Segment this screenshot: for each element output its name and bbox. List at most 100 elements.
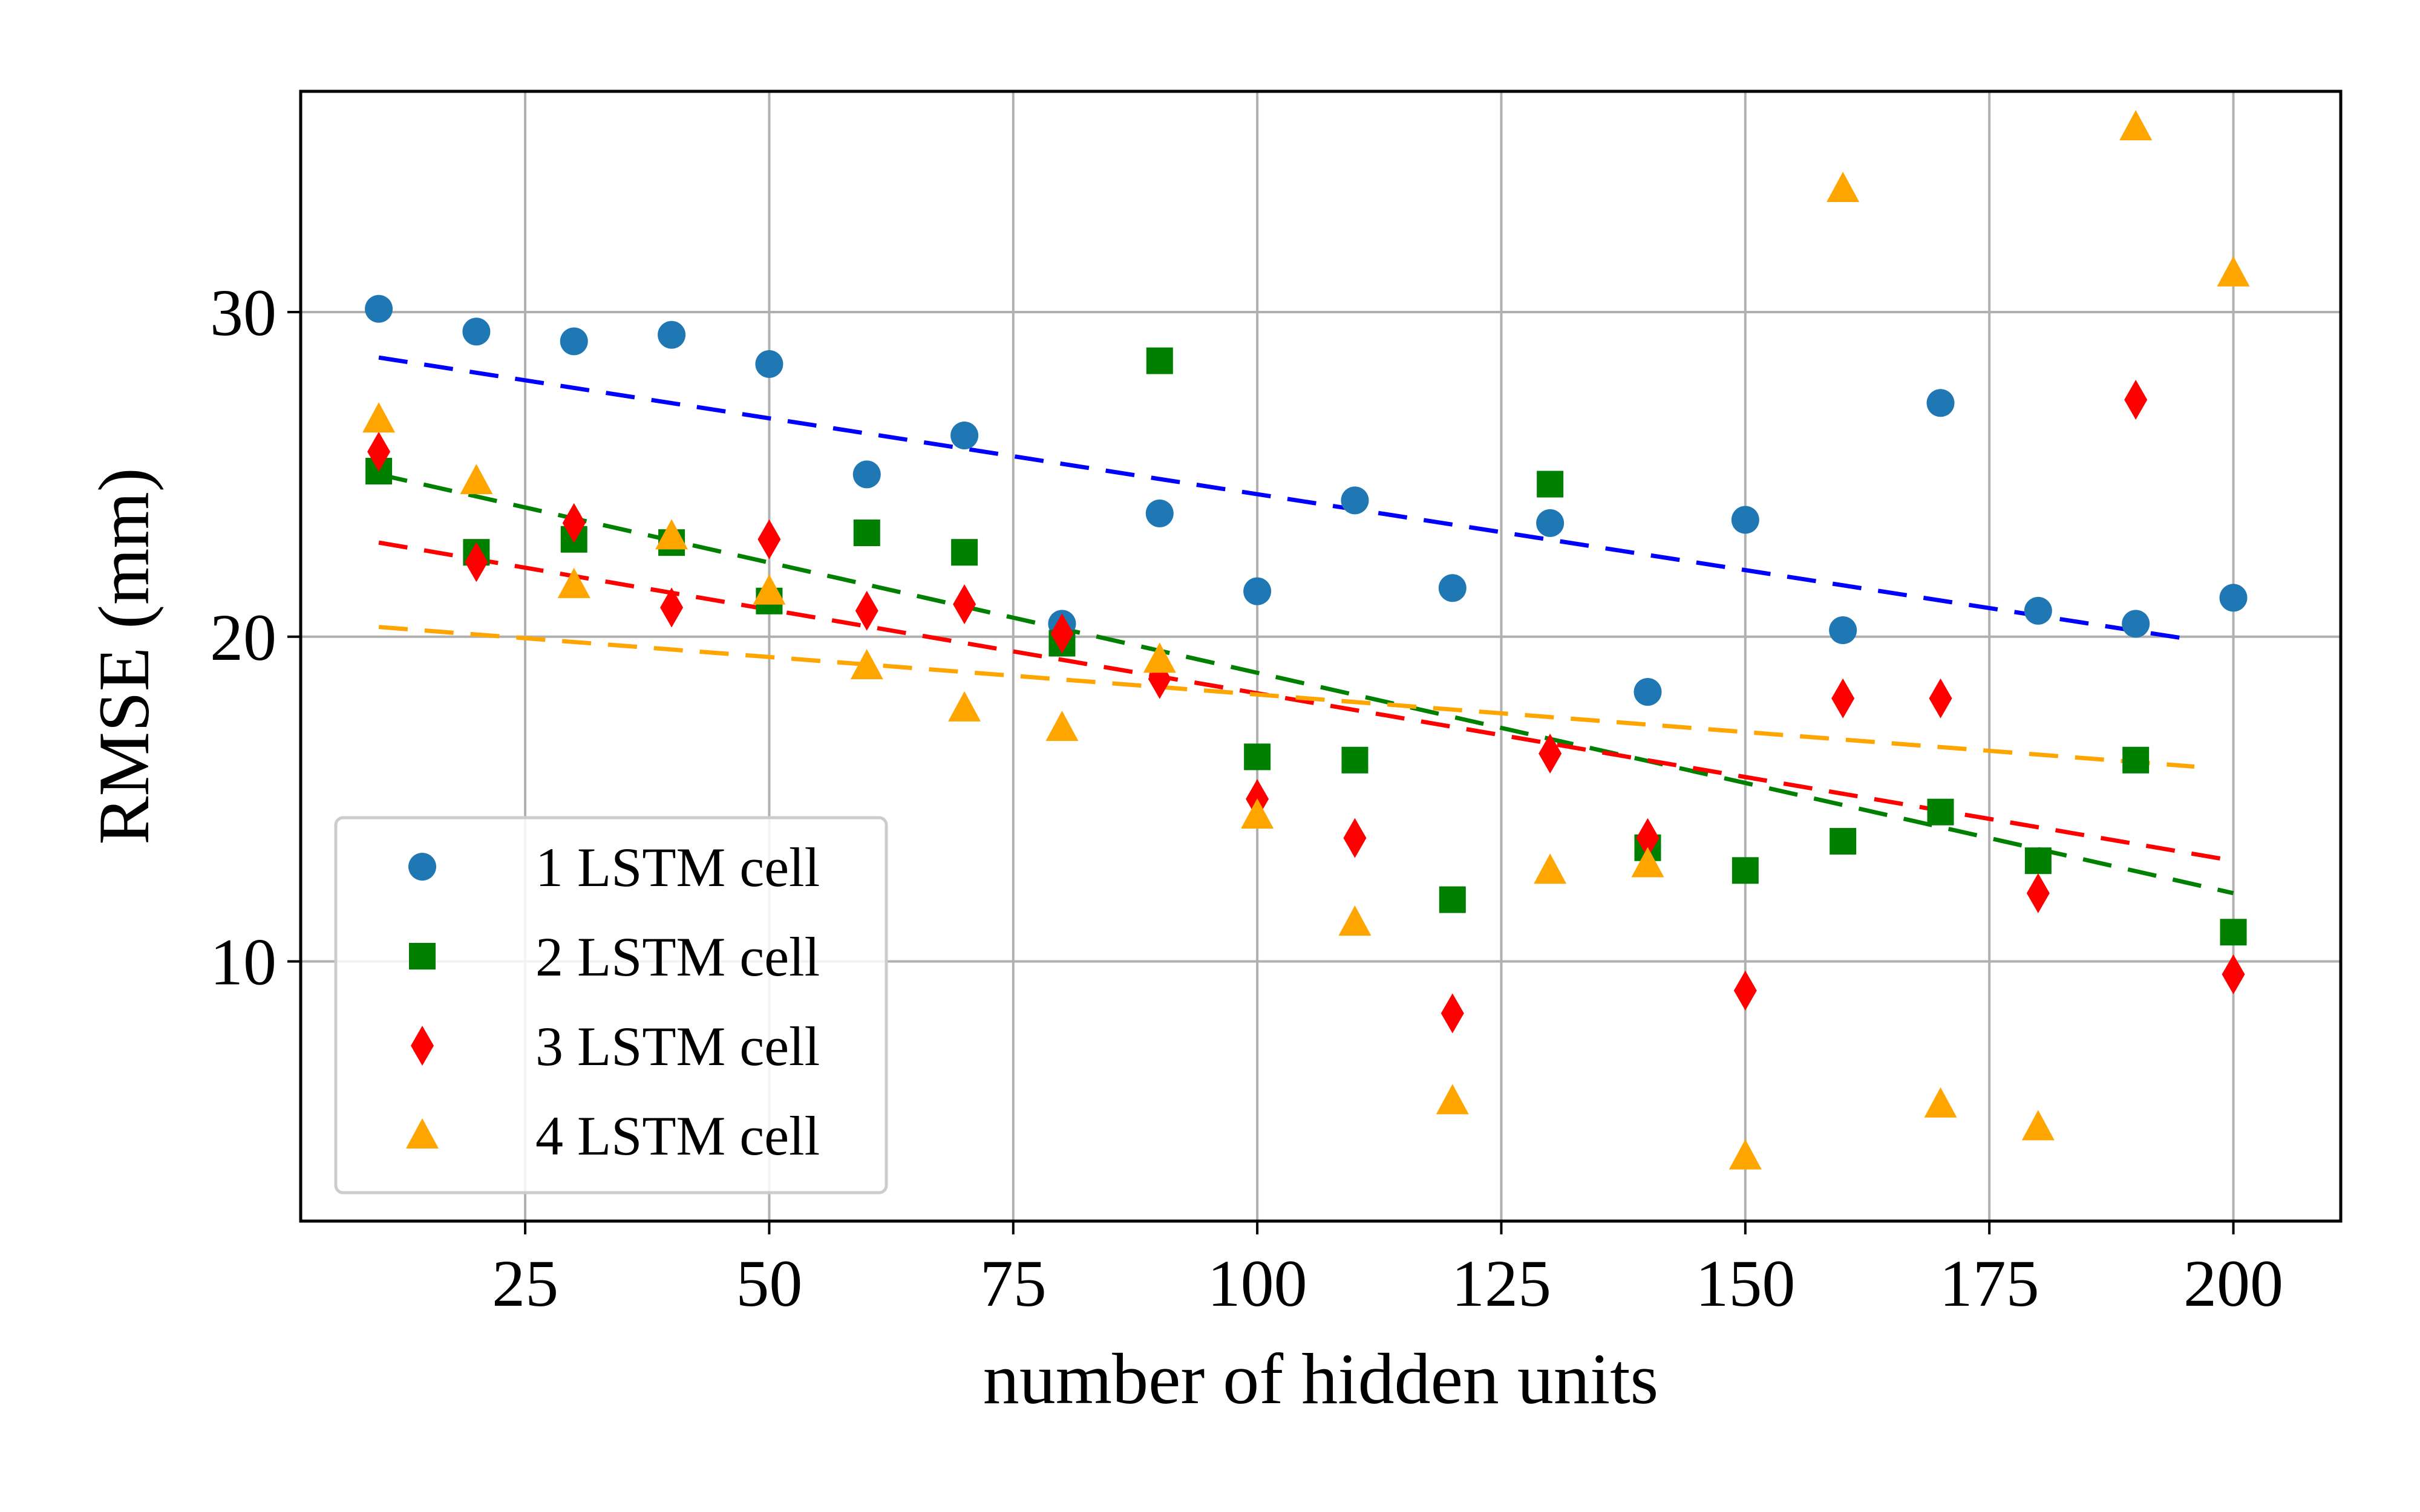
data-point: [1634, 678, 1662, 706]
data-point: [2124, 379, 2148, 420]
data-point: [1732, 857, 1759, 884]
data-point: [1343, 818, 1367, 858]
data-point: [362, 402, 396, 433]
data-point: [658, 321, 686, 349]
data-point: [2222, 954, 2245, 995]
legend-marker: [411, 1026, 434, 1066]
data-point: [1631, 847, 1664, 878]
legend-marker: [406, 1118, 439, 1149]
data-point: [948, 691, 981, 722]
data-point: [1441, 993, 1464, 1034]
data-point: [365, 295, 393, 323]
data-point: [2122, 610, 2150, 638]
x-tick-label: 175: [1940, 1246, 2039, 1320]
data-point: [753, 574, 786, 605]
data-point: [1924, 1087, 1957, 1118]
legend-marker: [409, 943, 436, 969]
trend-line-1: [378, 355, 2195, 642]
data-point: [2026, 873, 2050, 913]
trend-lines: [378, 355, 2234, 896]
data-point: [850, 649, 883, 680]
data-points: [362, 110, 2250, 1170]
y-tick-label: 10: [210, 925, 276, 999]
trend-line-4: [378, 625, 2195, 769]
data-point: [1830, 827, 1857, 855]
data-point: [853, 520, 880, 547]
data-point: [2217, 256, 2250, 287]
trend-line-3: [378, 540, 2234, 863]
data-point: [655, 519, 688, 550]
data-point: [2220, 919, 2247, 946]
data-point: [2024, 596, 2052, 625]
data-point: [660, 587, 684, 628]
data-point: [1829, 616, 1857, 645]
legend-item: 1 LSTM cell: [408, 836, 820, 898]
x-tick-label: 150: [1695, 1246, 1795, 1320]
data-point: [2219, 584, 2248, 612]
data-point: [560, 327, 588, 356]
data-point: [1341, 746, 1369, 774]
trend-line-2: [378, 472, 2234, 896]
data-point: [2021, 1110, 2055, 1141]
data-point: [1244, 743, 1271, 771]
data-point: [1241, 798, 1274, 829]
axis-ticks: 25 50 75 100 125 150 175 200 10 20 30: [210, 276, 2283, 1320]
data-point: [852, 460, 881, 489]
data-point: [1438, 574, 1467, 602]
data-point: [1338, 905, 1372, 936]
data-point: [1534, 853, 1567, 884]
data-point: [1728, 1139, 1762, 1170]
legend: 1 LSTM cell 2 LSTM cell 3 LSTM cell 4 LSTM …: [334, 816, 888, 1194]
data-point: [1733, 970, 1757, 1011]
data-point: [462, 318, 491, 346]
data-point: [1143, 642, 1176, 673]
legend-box: [334, 816, 888, 1194]
data-point: [2122, 746, 2150, 774]
data-point: [757, 519, 781, 559]
x-tick-label: 50: [736, 1246, 802, 1320]
y-tick-label: 20: [210, 601, 276, 674]
data-point: [1439, 886, 1466, 913]
legend-label: 1 LSTM cell: [535, 836, 820, 898]
data-point: [1731, 506, 1759, 534]
data-point: [465, 542, 488, 582]
data-point: [1636, 818, 1660, 858]
legend-label: 3 LSTM cell: [535, 1015, 820, 1077]
data-point: [1539, 734, 1562, 774]
data-point: [1831, 678, 1855, 719]
plot-frame: [299, 90, 2343, 1223]
data-point: [951, 539, 978, 566]
data-point: [460, 464, 493, 495]
data-point: [1929, 678, 1952, 719]
data-point: [557, 567, 590, 598]
y-tick-label: 30: [210, 276, 276, 350]
data-point: [950, 421, 979, 449]
data-point: [2024, 847, 2052, 875]
series-4: [362, 110, 2250, 1170]
data-point: [1537, 471, 1564, 498]
data-point: [1436, 1084, 1469, 1115]
legend-label: 2 LSTM cell: [535, 926, 820, 988]
data-point: [1341, 486, 1369, 515]
y-axis-title: RMSE (mm): [83, 468, 164, 844]
x-axis-title: number of hidden units: [983, 1338, 1659, 1419]
legend-label: 4 LSTM cell: [535, 1105, 820, 1167]
x-tick-label: 200: [2183, 1246, 2283, 1320]
legend-item: 2 LSTM cell: [409, 926, 820, 988]
data-point: [1045, 711, 1079, 741]
x-tick-label: 100: [1208, 1246, 1307, 1320]
data-point: [1927, 798, 1954, 826]
data-point: [1243, 577, 1272, 605]
data-point: [2119, 110, 2153, 141]
x-tick-label: 75: [980, 1246, 1047, 1320]
data-point: [953, 584, 976, 625]
series-3: [367, 379, 2245, 1034]
data-point: [1926, 389, 1955, 417]
data-point: [562, 503, 586, 543]
data-point: [755, 350, 783, 378]
legend-marker: [408, 853, 436, 881]
legend-item: 3 LSTM cell: [411, 1015, 820, 1077]
data-point: [367, 431, 391, 472]
